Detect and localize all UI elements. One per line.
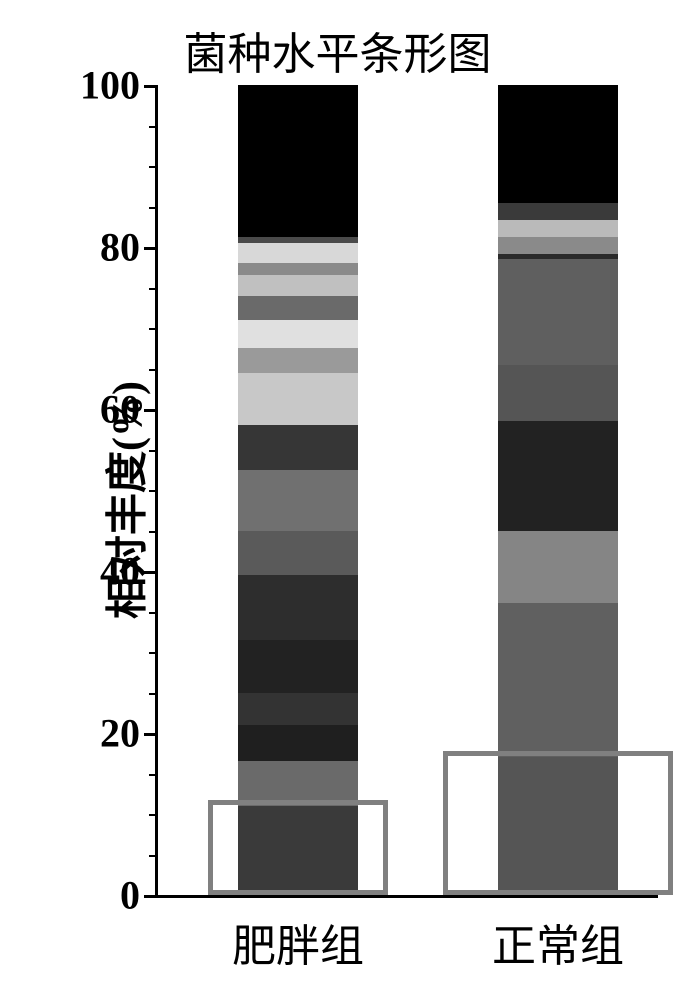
y-tick [144,409,158,412]
bar-segment [498,237,618,255]
y-tick-minor [149,288,158,290]
bar-segment [238,761,358,806]
bar [498,85,618,895]
x-category-label: 正常组 [492,910,624,974]
bar-segment [498,421,618,530]
y-tick-label: 80 [100,224,140,271]
y-tick-minor [149,652,158,654]
bar-segment [238,296,358,320]
y-tick-label: 60 [100,386,140,433]
y-tick-minor [149,612,158,614]
y-tick-minor [149,531,158,533]
bar-segment [238,531,358,576]
bar-segment [238,243,358,263]
y-tick-label: 40 [100,548,140,595]
y-tick-minor [149,166,158,168]
y-tick-minor [149,207,158,209]
bar-segment [498,85,618,202]
y-tick [144,895,158,898]
y-tick-minor [149,855,158,857]
y-tick-label: 20 [100,710,140,757]
bar-segment [498,531,618,604]
bar-segment [238,373,358,426]
y-tick-label: 0 [120,872,140,919]
y-tick-minor [149,450,158,452]
y-tick [144,247,158,250]
bar-segment [238,275,358,295]
bar-segment [238,85,358,237]
bar-segment [498,220,618,236]
y-tick-minor [149,369,158,371]
bar-segment [238,425,358,470]
bar-segment [498,203,618,221]
y-tick-minor [149,814,158,816]
bar-segment [498,259,618,364]
y-tick-label: 100 [80,62,140,109]
y-tick [144,85,158,88]
bar-segment [238,806,358,895]
bar-segment [238,640,358,693]
y-tick-minor [149,328,158,330]
plot-area: 020406080100肥胖组正常组 [155,85,658,898]
bar-segment [238,263,358,275]
bar-segment [498,757,618,895]
bar-segment [238,693,358,725]
bar-segment [238,725,358,761]
bar-segment [498,365,618,422]
bar-segment [498,603,618,757]
y-tick-minor [149,693,158,695]
bar-segment [238,348,358,372]
y-tick-minor [149,490,158,492]
bar-segment [238,320,358,348]
y-tick-minor [149,774,158,776]
y-tick [144,733,158,736]
y-tick [144,571,158,574]
x-category-label: 肥胖组 [232,910,364,974]
bar-segment [238,575,358,640]
bar-segment [238,470,358,531]
chart-container: 菌种水平条形图 相对丰度(%) 020406080100肥胖组正常组 [0,0,675,1000]
y-tick-minor [149,126,158,128]
bar [238,85,358,895]
